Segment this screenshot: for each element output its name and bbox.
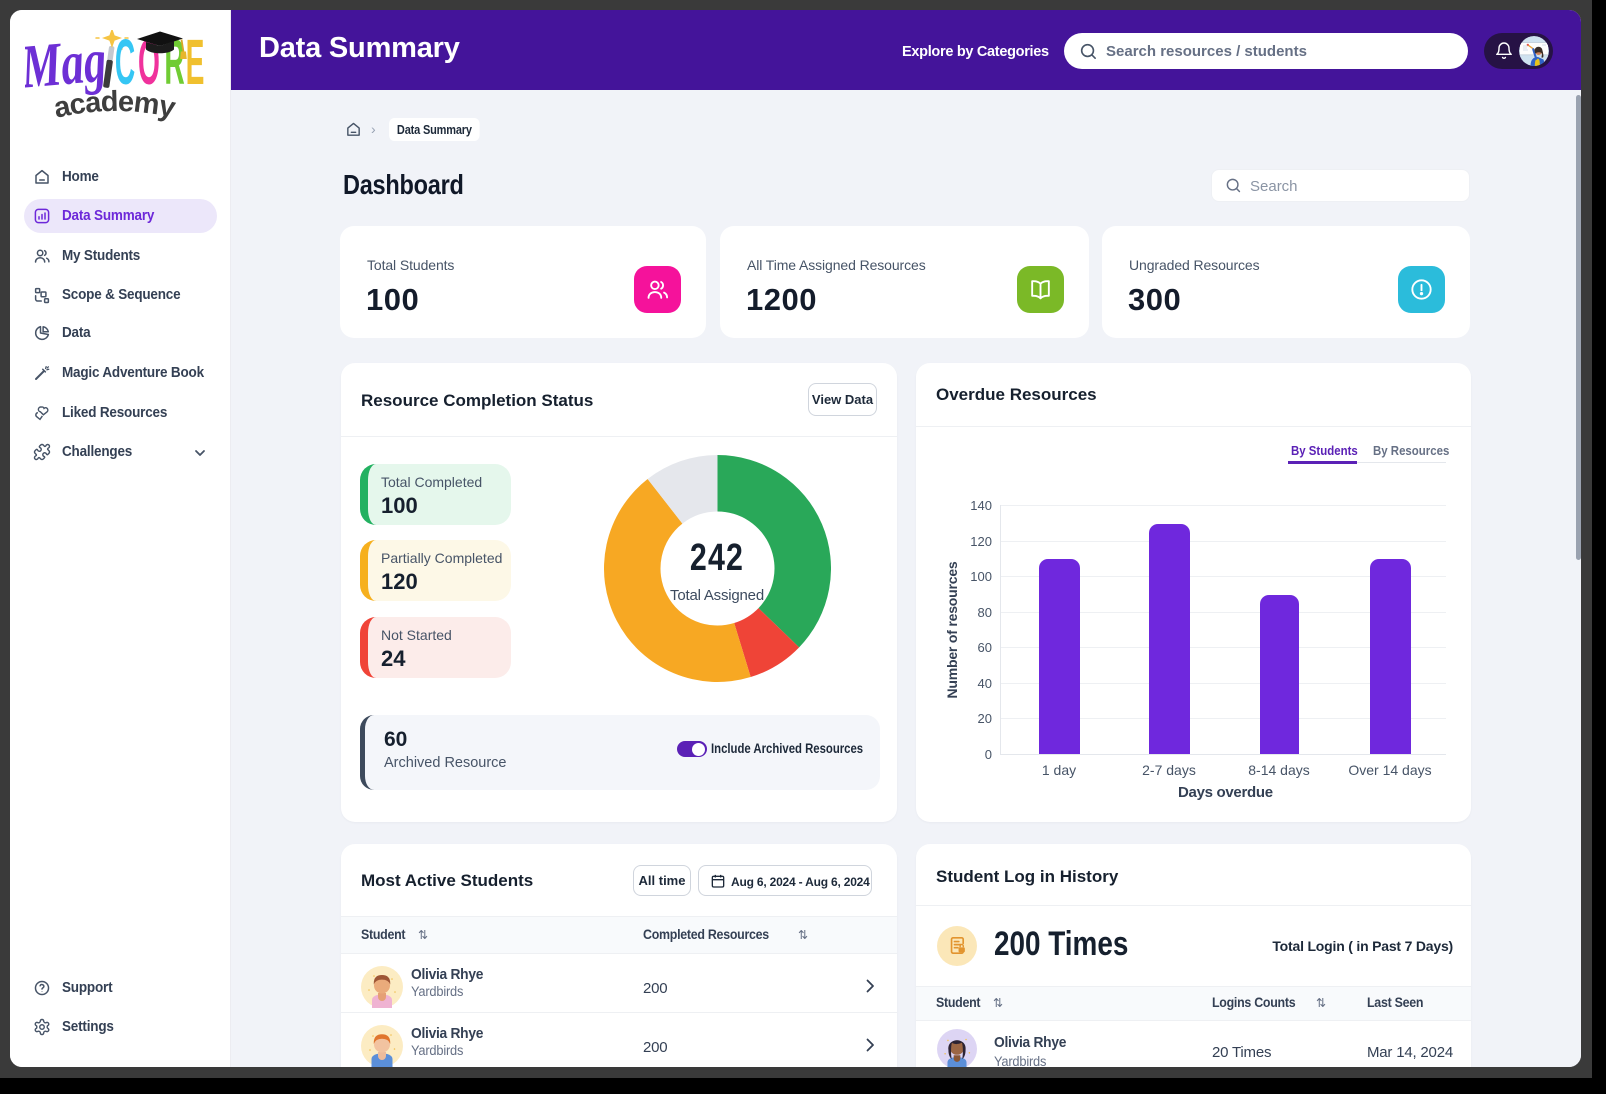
svg-text:E: E bbox=[186, 30, 205, 98]
svg-text:C: C bbox=[115, 30, 135, 98]
svg-text:Mag: Mag bbox=[25, 30, 109, 101]
svg-text:academy: academy bbox=[51, 86, 178, 125]
